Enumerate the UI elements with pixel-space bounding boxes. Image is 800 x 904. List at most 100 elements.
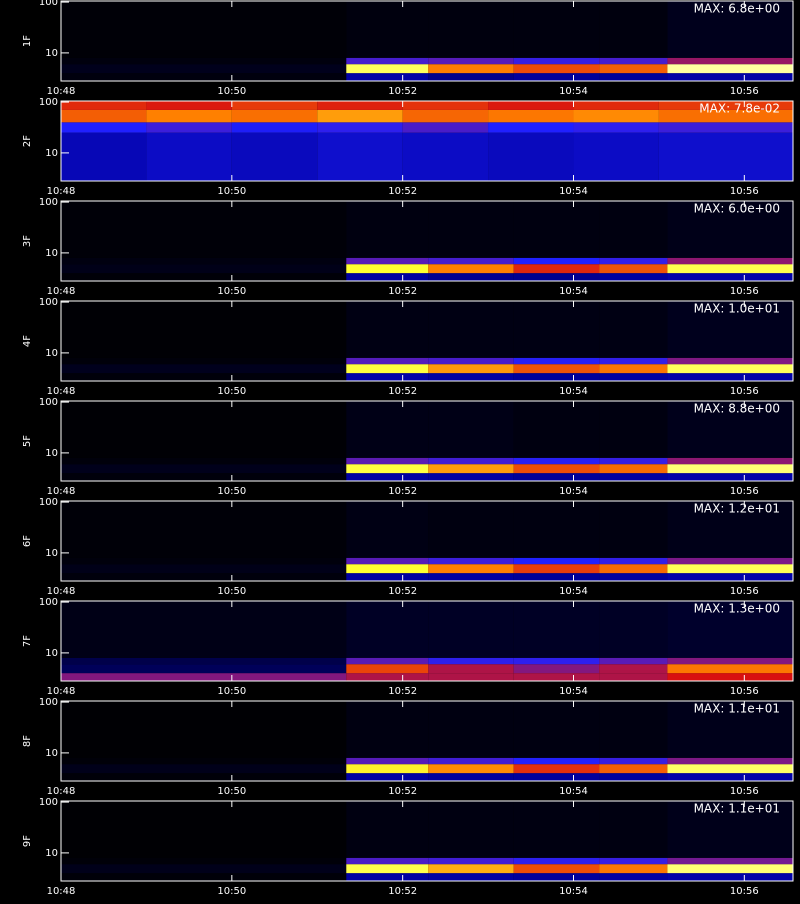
heat-cell	[346, 501, 429, 558]
y-axis-label: 5F	[22, 435, 33, 447]
x-tick-label: 10:54	[559, 86, 588, 97]
heat-cell	[346, 257, 429, 265]
heat-cell	[599, 557, 668, 565]
heat-cell	[667, 701, 793, 758]
x-tick-label: 10:52	[388, 786, 417, 797]
heat-cell	[667, 64, 793, 74]
heat-cell	[346, 764, 429, 774]
x-tick-label: 10:50	[217, 186, 246, 197]
heat-cell	[428, 464, 514, 474]
heat-cell	[61, 301, 347, 358]
heat-cell	[428, 757, 514, 765]
heat-cell	[488, 132, 574, 181]
axis-frame	[60, 300, 794, 382]
heat-cell	[599, 864, 668, 874]
y-tick-label: 10	[45, 348, 58, 359]
heat-cell	[317, 122, 403, 133]
x-tick-label: 10:56	[730, 686, 759, 697]
heat-cell	[146, 132, 232, 181]
y-axis-label: 1F	[22, 35, 33, 47]
heat-cell	[667, 664, 793, 674]
heat-cell	[667, 401, 793, 458]
x-tick-label: 10:54	[559, 686, 588, 697]
heat-cell	[428, 857, 514, 865]
heat-cell	[346, 801, 429, 858]
axis-frame	[60, 700, 794, 782]
x-tick-label: 10:50	[217, 386, 246, 397]
x-tick-label: 10:48	[47, 286, 76, 297]
max-annotation: MAX: 6.0e+00	[694, 202, 780, 216]
axis-frame	[60, 800, 794, 882]
heat-cell	[599, 473, 668, 481]
panel: 10:48 10:50 10:52 10:54 10:56 10 100 8F MAX: 1.1…	[22, 697, 794, 797]
heat-cell	[61, 109, 147, 123]
x-tick-label: 10:56	[730, 886, 759, 897]
x-tick-label: 10:54	[559, 386, 588, 397]
heat-cell	[61, 657, 347, 665]
heat-cell	[599, 757, 668, 765]
axis-frame	[60, 0, 794, 82]
x-tick-label: 10:50	[217, 486, 246, 497]
x-tick-label: 10:50	[217, 886, 246, 897]
max-annotation: MAX: 1.1e+01	[694, 802, 780, 816]
heat-cell	[667, 357, 793, 365]
heat-cell	[667, 273, 793, 281]
heat-cell	[231, 101, 318, 110]
x-tick-label: 10:56	[730, 186, 759, 197]
heat-cell	[667, 373, 793, 381]
panel: 10:48 10:50 10:52 10:54 10:56 10 100 2F MAX: 7.8…	[22, 97, 794, 197]
x-tick-label: 10:48	[47, 86, 76, 97]
heat-cell	[599, 364, 668, 374]
heat-cell	[231, 132, 318, 181]
heat-cell	[428, 64, 514, 74]
heat-cell	[599, 873, 668, 881]
heat-cell	[667, 473, 793, 481]
heat-cell	[61, 73, 347, 81]
heat-cell	[231, 122, 318, 133]
heat-cell	[61, 64, 347, 74]
panel: 10:48 10:50 10:52 10:54 10:56 10 100 1F MAX: 6.8…	[22, 0, 794, 97]
heat-cell	[513, 864, 600, 874]
heat-cell	[61, 273, 347, 281]
heat-cell	[428, 364, 514, 374]
x-tick-label: 10:52	[388, 686, 417, 697]
heat-cell	[513, 257, 600, 265]
heat-cell	[346, 364, 429, 374]
heat-cell	[513, 557, 600, 565]
heat-cell	[667, 864, 793, 874]
x-tick-label: 10:52	[388, 486, 417, 497]
heat-cell	[513, 1, 600, 58]
x-tick-label: 10:48	[47, 486, 76, 497]
heat-cell	[346, 664, 429, 674]
heat-cell	[667, 457, 793, 465]
x-tick-label: 10:52	[388, 386, 417, 397]
x-tick-label: 10:52	[388, 286, 417, 297]
heat-cell	[428, 864, 514, 874]
heat-cell	[513, 357, 600, 365]
heat-cell	[428, 201, 514, 258]
heat-cell	[513, 873, 600, 881]
heat-cell	[658, 101, 793, 110]
heat-cell	[428, 601, 514, 658]
y-axis-label: 4F	[22, 335, 33, 347]
axis-frame	[60, 400, 794, 482]
x-tick-label: 10:52	[388, 86, 417, 97]
heat-cell	[667, 857, 793, 865]
heat-cell	[61, 557, 347, 565]
heat-cell	[599, 57, 668, 65]
heat-cell	[513, 673, 600, 681]
heat-cell	[346, 757, 429, 765]
heat-cell	[346, 64, 429, 74]
heat-cell	[573, 101, 659, 110]
heat-cell	[346, 557, 429, 565]
heat-cell	[428, 673, 514, 681]
heat-cell	[599, 764, 668, 774]
heat-cell	[513, 264, 600, 274]
heat-cell	[61, 401, 347, 458]
heat-cell	[667, 257, 793, 265]
heat-cell	[346, 373, 429, 381]
x-tick-label: 10:52	[388, 186, 417, 197]
max-annotation: MAX: 8.8e+00	[694, 402, 780, 416]
